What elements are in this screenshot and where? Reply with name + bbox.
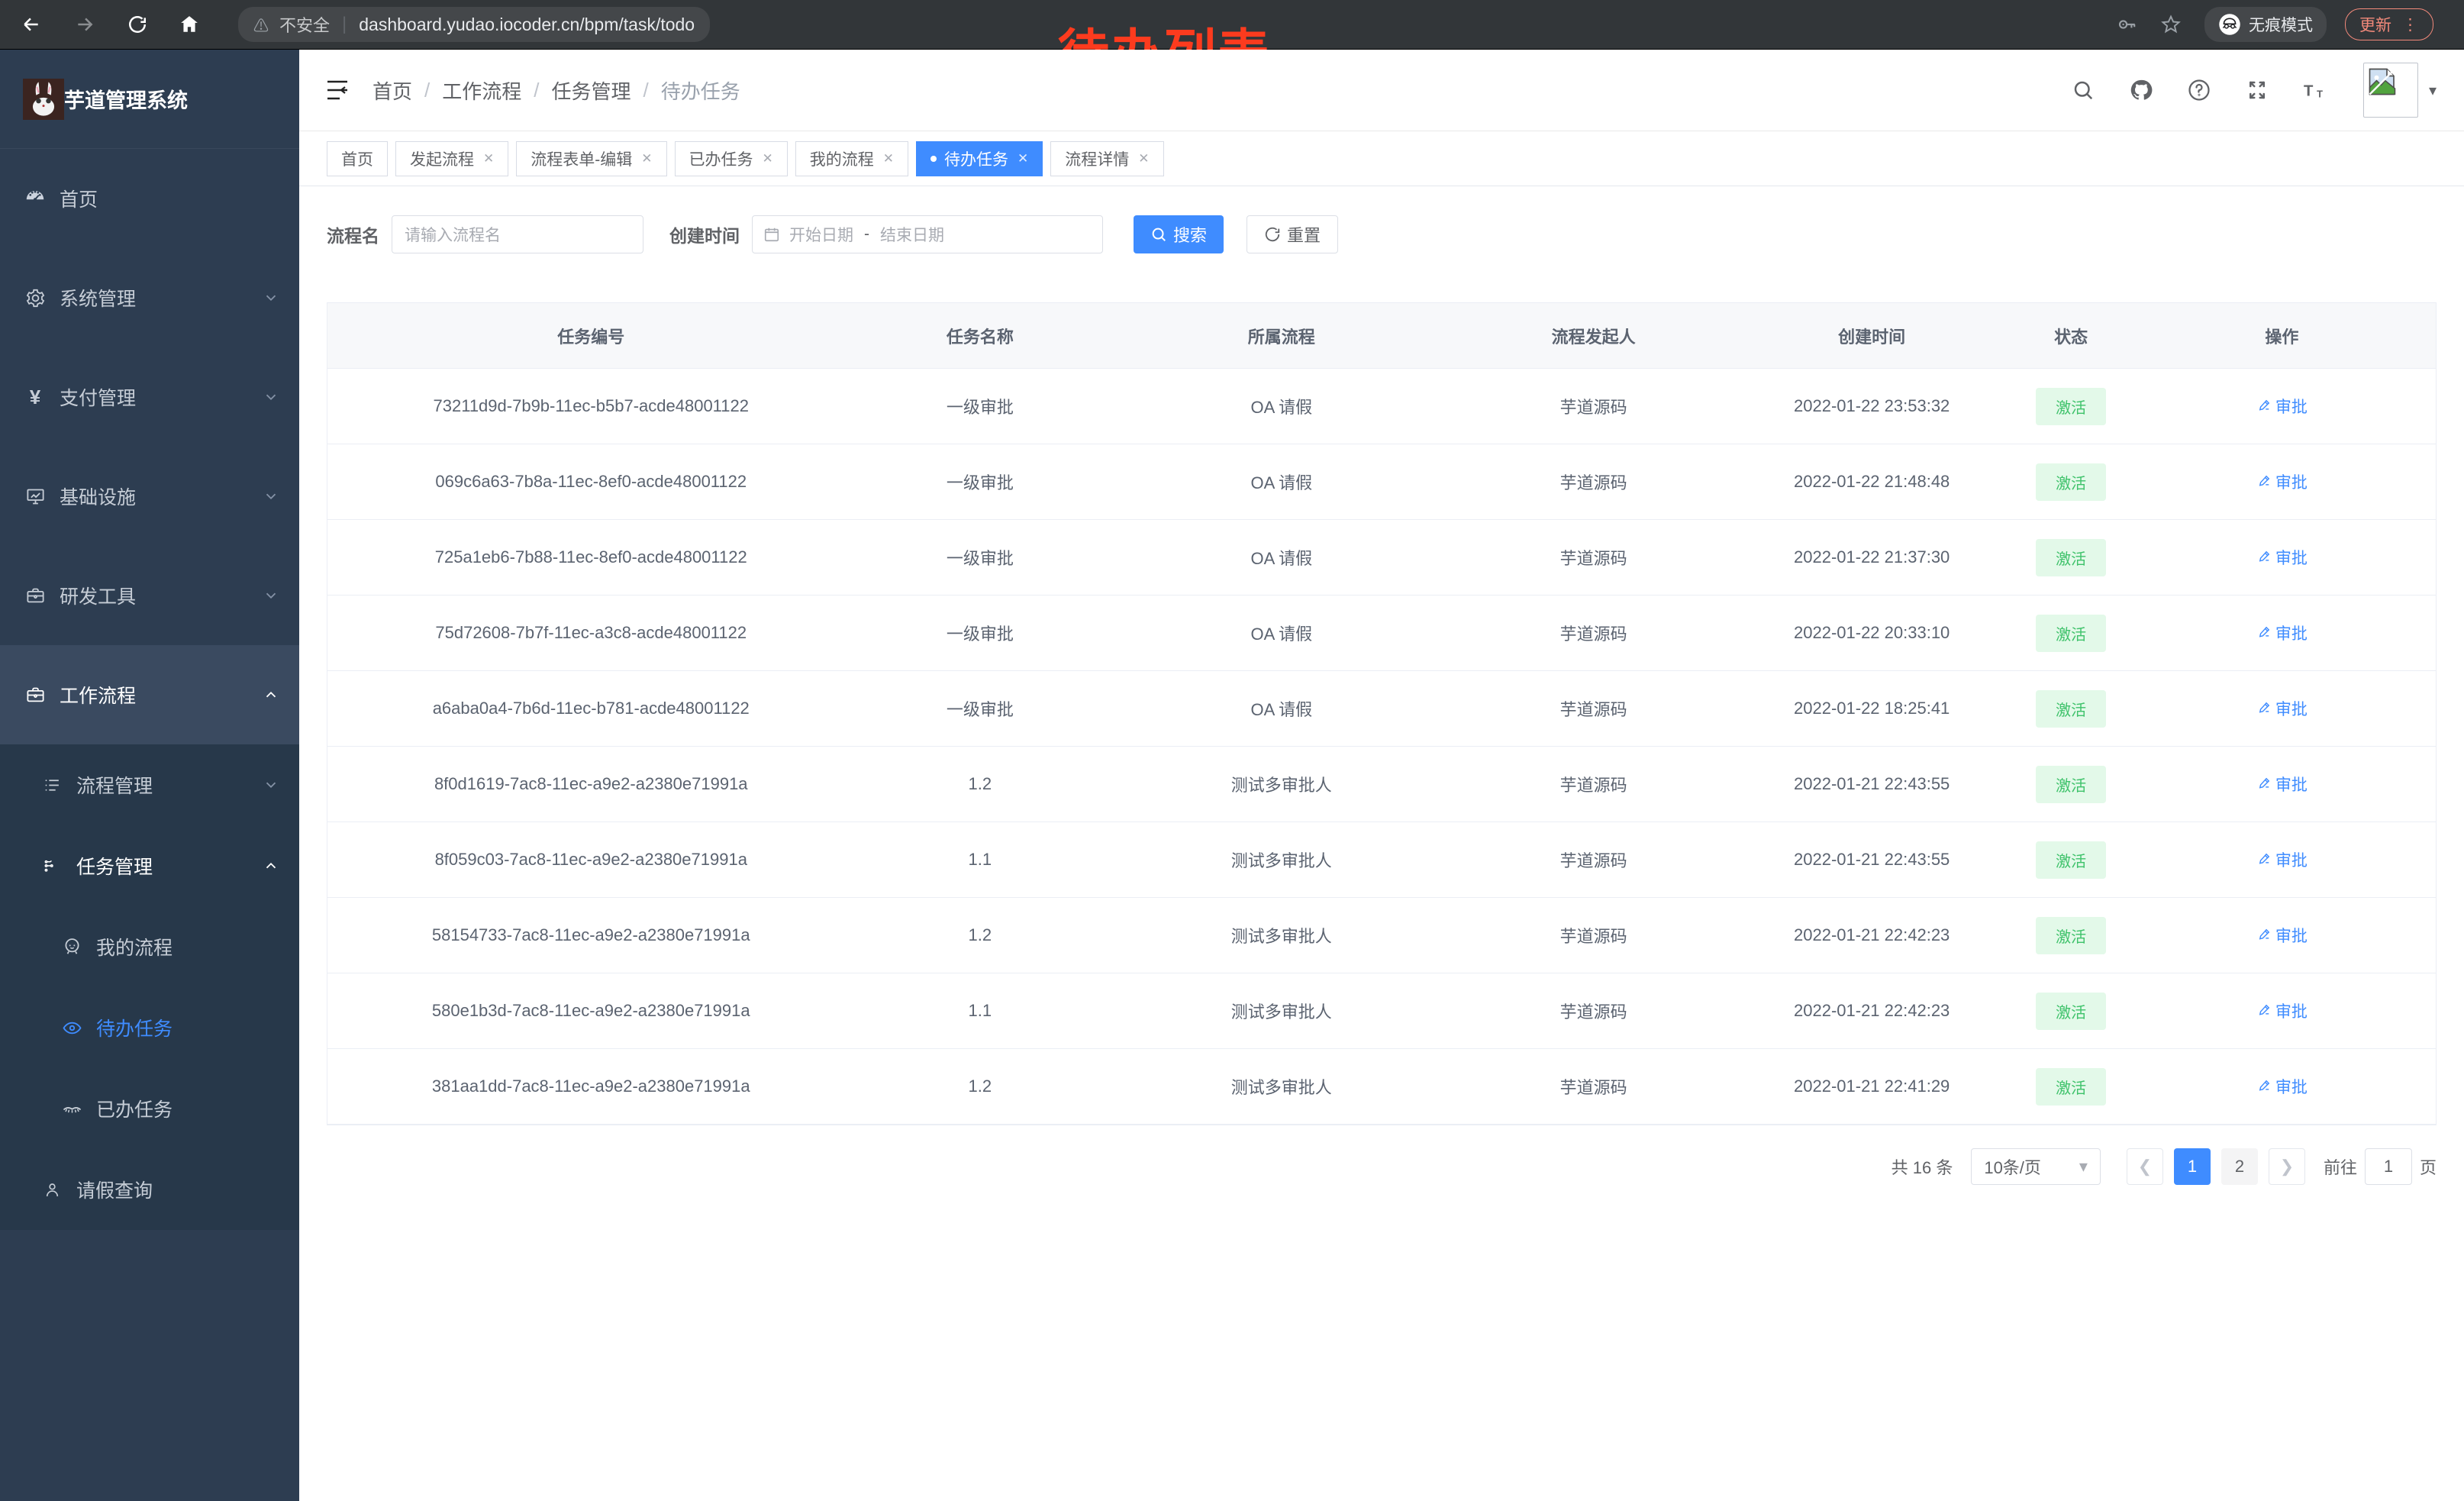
svg-text:T: T [2304, 82, 2314, 99]
svg-text:T: T [2317, 89, 2323, 100]
